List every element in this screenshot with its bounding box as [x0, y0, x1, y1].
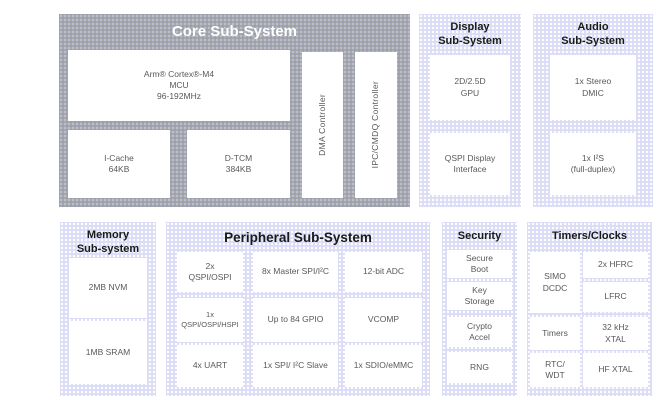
peripheral-subsystem-title: Peripheral Sub-System — [224, 230, 372, 245]
crypto-accel-box: Crypto Accel — [447, 317, 512, 347]
peripheral-cell-gpio: Up to 84 GPIO — [253, 298, 338, 342]
audio-subsystem-title: Audio Sub-System — [561, 21, 625, 48]
lfrc-box: LFRC — [583, 282, 648, 312]
i2s-box: 1x I²S (full-duplex) — [550, 133, 636, 195]
nvm-box: 2MB NVM — [69, 258, 147, 318]
stereo-dmic-box: 1x Stereo DMIC — [550, 55, 636, 120]
peripheral-cell-qspi-ospi: 2x QSPI/OSPI — [177, 252, 243, 292]
simo-dcdc-box: SIMO DCDC — [530, 252, 580, 313]
dma-controller-box: DMA Controller — [302, 52, 343, 198]
memory-subsystem-title: Memory Sub-system — [76, 229, 140, 256]
gpu-box: 2D/2.5D GPU — [430, 55, 510, 120]
icache-box: I-Cache 64KB — [68, 130, 170, 198]
qspi-display-interface-box: QSPI Display Interface — [430, 133, 510, 195]
core-subsystem-panel: Core Sub-System Arm® Cortex®-M4 MCU 96-1… — [59, 14, 410, 207]
hf-xtal-box: HF XTAL — [583, 353, 648, 387]
ipc-cmdq-controller-label: IPC/CMDQ Controller — [370, 81, 381, 169]
peripheral-cell-sdio-emmc: 1x SDIO/eMMC — [345, 345, 422, 387]
peripheral-subsystem-panel: Peripheral Sub-System 2x QSPI/OSPI 8x Ma… — [166, 222, 430, 396]
hfrc-box: 2x HFRC — [583, 252, 648, 278]
peripheral-cell-qspi-ospi-hspi: 1x QSPI/OSPI/HSPI — [177, 298, 243, 342]
ipc-cmdq-controller-box: IPC/CMDQ Controller — [355, 52, 397, 198]
rng-box: RNG — [447, 352, 512, 383]
security-title: Security — [457, 230, 502, 242]
mcu-box: Arm® Cortex®-M4 MCU 96-192MHz — [68, 50, 290, 121]
dma-controller-label: DMA Controller — [316, 94, 327, 156]
secure-boot-box: Secure Boot — [447, 250, 512, 278]
timers-clocks-title: Timers/Clocks — [551, 230, 627, 242]
sram-box: 1MB SRAM — [69, 321, 147, 384]
audio-subsystem-panel: Audio Sub-System 1x Stereo DMIC 1x I²S (… — [533, 14, 653, 207]
peripheral-cell-master-spi-i2c: 8x Master SPI/I²C — [253, 252, 338, 292]
peripheral-cell-spi-i2c-slave: 1x SPI/ I²C Slave — [253, 345, 338, 387]
key-storage-box: Key Storage — [447, 282, 512, 310]
peripheral-cell-uart: 4x UART — [177, 345, 243, 387]
dtcm-box: D-TCM 384KB — [187, 130, 290, 198]
timers-box: Timers — [530, 317, 580, 350]
display-subsystem-title: Display Sub-System — [438, 21, 502, 48]
peripheral-cell-adc: 12-bit ADC — [345, 252, 422, 292]
rtc-wdt-box: RTC/ WDT — [530, 353, 580, 387]
memory-subsystem-panel: Memory Sub-system 2MB NVM 1MB SRAM — [60, 222, 156, 396]
peripheral-cell-vcomp: VCOMP — [345, 298, 422, 342]
timers-clocks-panel: Timers/Clocks SIMO DCDC Timers RTC/ WDT … — [527, 222, 652, 396]
display-subsystem-panel: Display Sub-System 2D/2.5D GPU QSPI Disp… — [419, 14, 521, 207]
core-subsystem-title: Core Sub-System — [171, 23, 298, 40]
security-panel: Security Secure Boot Key Storage Crypto … — [442, 222, 517, 396]
xtal-32khz-box: 32 kHz XTAL — [583, 317, 648, 350]
